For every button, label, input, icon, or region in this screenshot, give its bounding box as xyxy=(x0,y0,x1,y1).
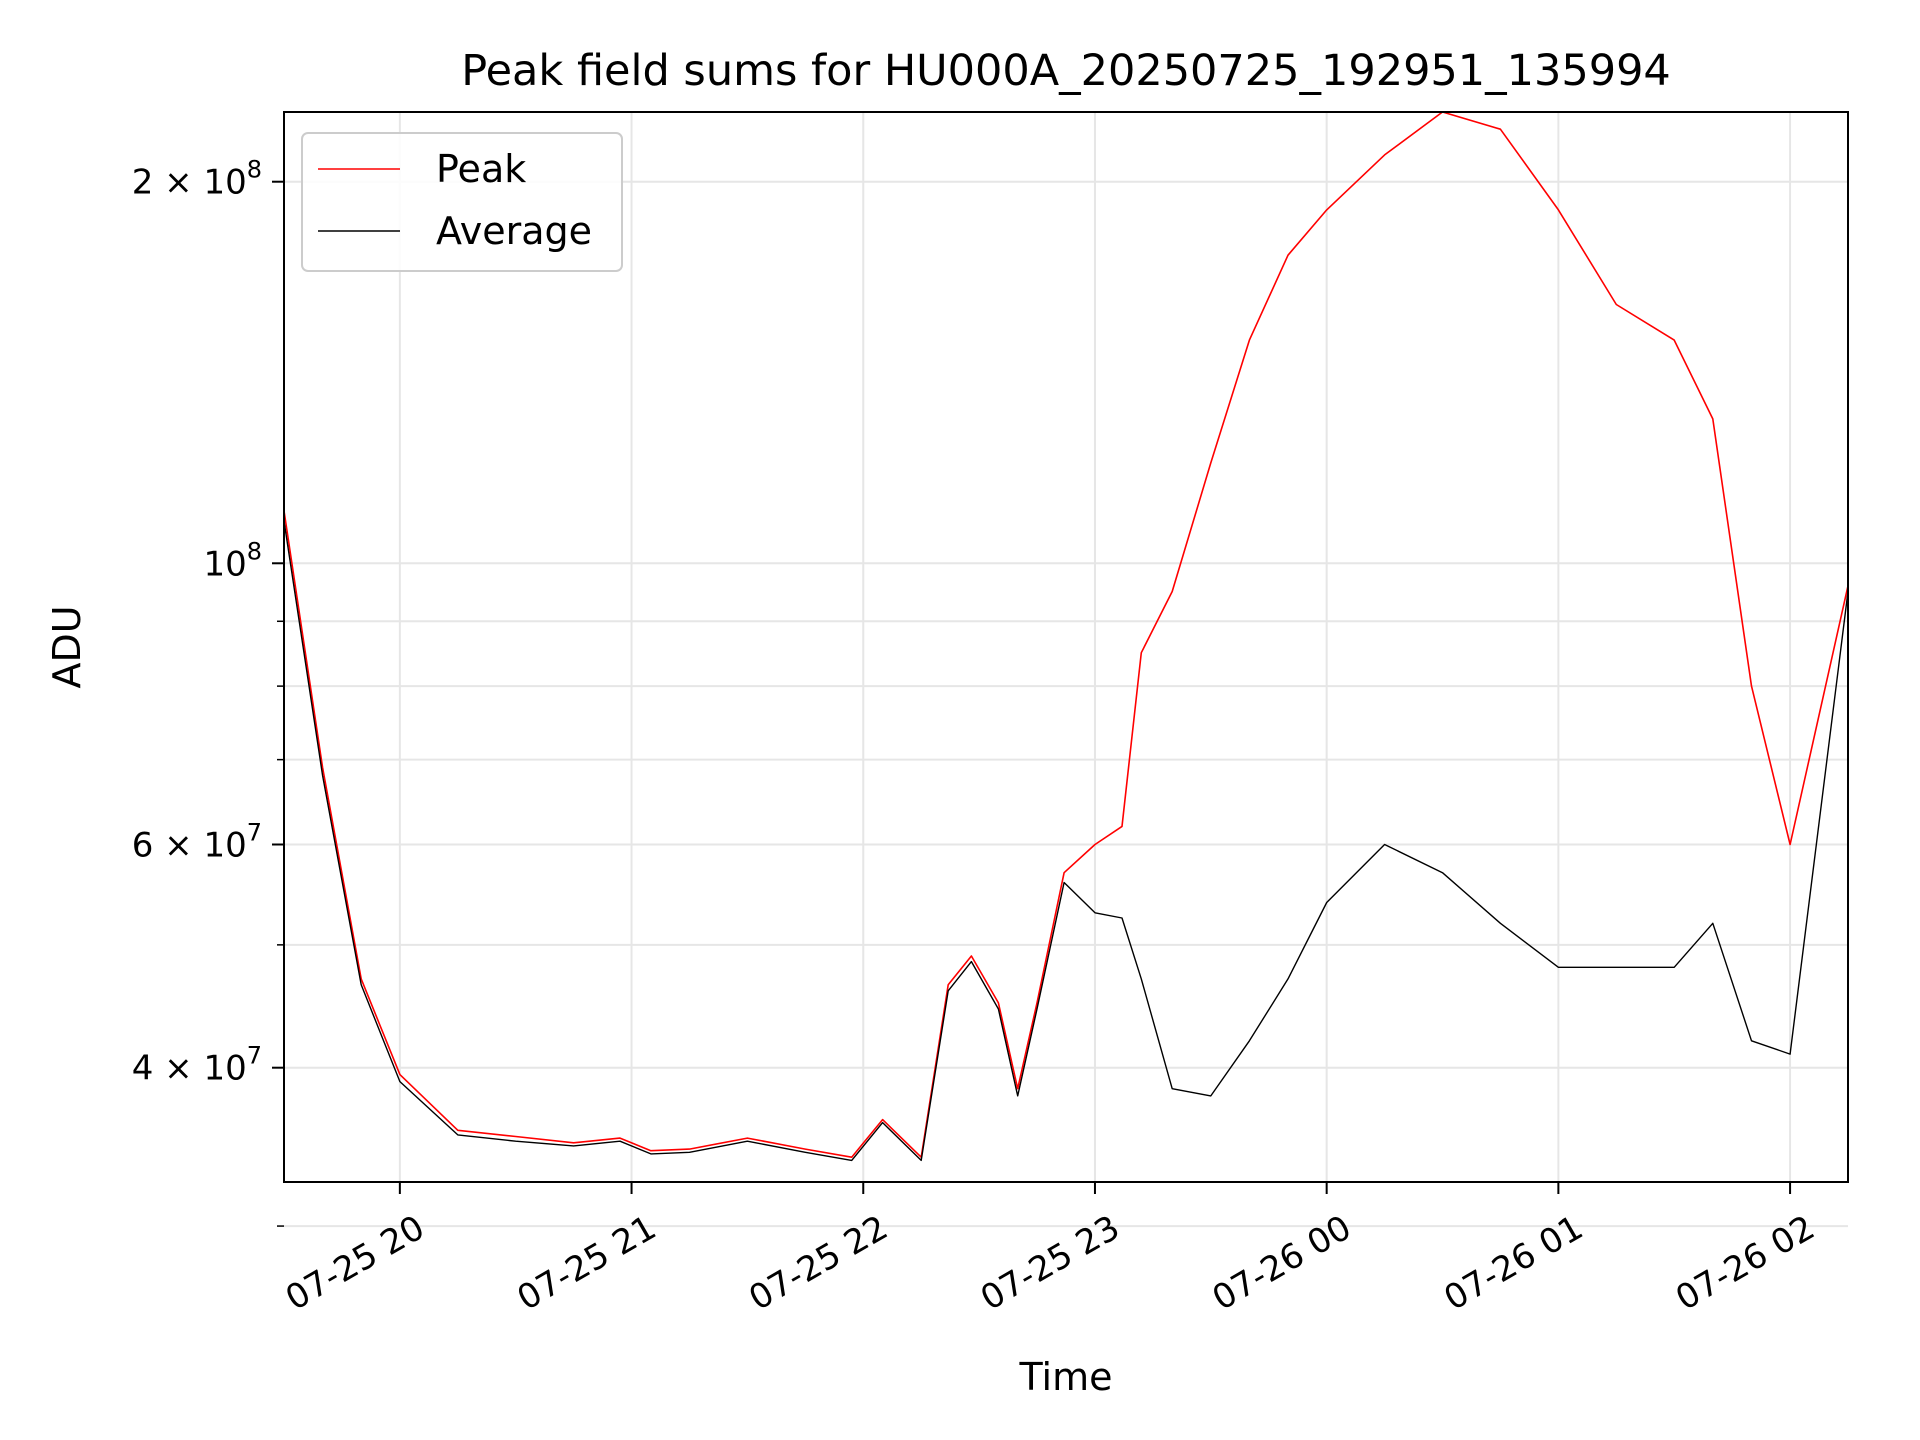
y-tick-label: 108 xyxy=(203,537,262,584)
series-line-average xyxy=(284,520,1848,1162)
y-axis: 4 × 107 6 × 107 108 2 × 108 xyxy=(132,156,284,1227)
x-axis-label: Time xyxy=(1019,1355,1113,1399)
y-tick-label: 2 × 108 xyxy=(132,156,262,203)
y-tick-label: 4 × 107 xyxy=(132,1042,262,1089)
grid xyxy=(284,112,1848,1228)
plot-frame xyxy=(283,111,1849,1183)
plot-area xyxy=(284,112,1848,1162)
chart-title: Peak field sums for HU000A_20250725_1929… xyxy=(461,46,1671,96)
y-tick-label: 6 × 107 xyxy=(132,818,262,865)
legend-box xyxy=(301,132,623,272)
series-line-peak xyxy=(284,112,1848,1158)
y-axis-label: ADU xyxy=(45,605,89,688)
legend: Peak Average xyxy=(301,132,623,272)
series-layer xyxy=(284,112,1848,1162)
legend-label-average: Average xyxy=(436,209,592,253)
legend-label-peak: Peak xyxy=(436,147,526,191)
